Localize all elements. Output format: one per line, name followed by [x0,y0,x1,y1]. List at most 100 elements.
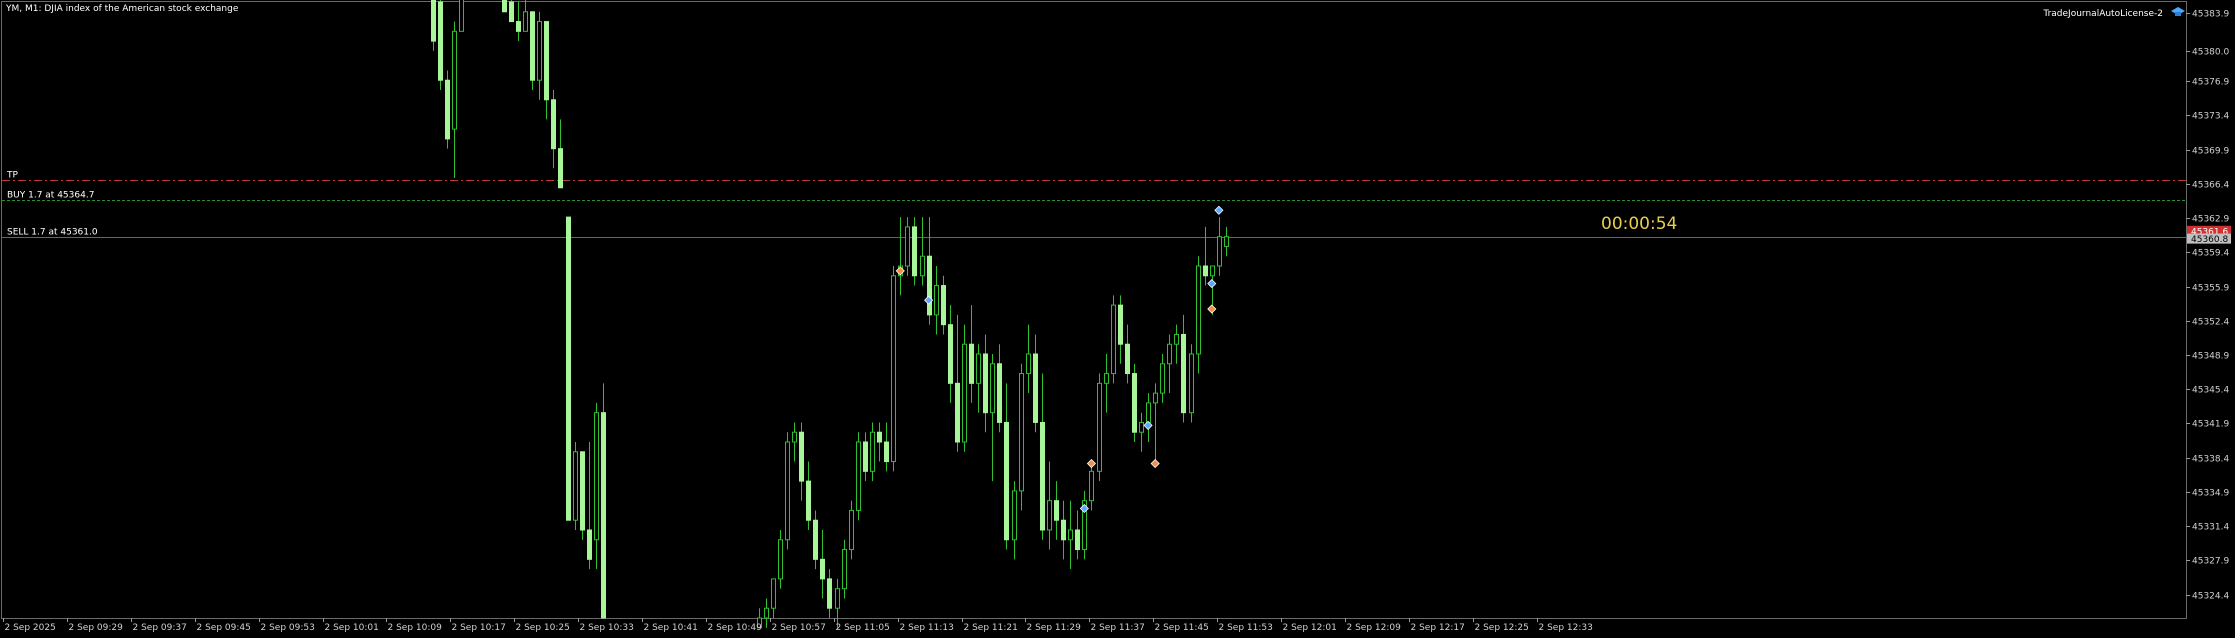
candle [827,569,832,618]
candle-body [806,480,811,521]
candle [870,422,875,482]
candle-body [955,382,960,443]
candle [842,539,847,599]
x-tick-label: 2 Sep 2025 [5,623,56,633]
candle [792,422,797,462]
candle [438,0,443,90]
candle [1132,363,1137,442]
level-label-0: TP [6,171,18,181]
candle [905,217,910,276]
candle [431,0,436,51]
x-tick-label: 2 Sep 10:33 [580,623,634,633]
candle-body [594,412,599,541]
x-tick-label: 2 Sep 10:17 [452,623,506,633]
candle-body [601,412,606,619]
candle [1217,217,1222,276]
x-tick-label: 2 Sep 09:29 [69,623,124,633]
candle [955,314,960,452]
trade-marker [1214,205,1224,215]
candle [1203,226,1208,286]
candle [1189,344,1194,423]
candle-body [1040,421,1045,531]
candle-body [452,30,457,130]
candle [806,461,811,530]
price-tag-bg [2187,233,2231,244]
candle-body [1125,343,1130,375]
graduation-cap-icon [2171,7,2185,16]
candle-body [778,539,783,580]
candle [580,451,585,540]
y-tick-label: 45373.4 [2192,112,2229,122]
candle [573,442,578,530]
candle-body [927,255,932,316]
candle [509,0,514,23]
time-axis[interactable]: 2 Sep 2025 2 Sep 09:29 2 Sep 09:37 2 Sep 09… [3,618,1593,633]
candle-body [1097,382,1102,472]
candle [1089,461,1094,511]
candle [997,344,1002,433]
x-tick-label: 2 Sep 12:09 [1347,623,1402,633]
x-tick-label: 2 Sep 12:25 [1475,623,1529,633]
x-tick-label: 2 Sep 12:17 [1411,623,1465,633]
trade-marker [1150,458,1160,469]
candle-body [990,363,995,414]
candle-body [1054,500,1059,521]
x-tick-label: 2 Sep 11:29 [1027,623,1082,633]
candle-body [792,431,797,443]
trade-marker [1086,458,1097,469]
candle-body [785,441,790,541]
candle [962,324,967,452]
candle [941,275,946,335]
candle [1033,334,1038,433]
candle-body [1075,529,1080,551]
candle-body [863,441,868,472]
trade-levels: TP BUY 1.7 at 45364.7 SELL 1.7 at 45361.0 [2,171,2186,238]
price-axis[interactable]: 45383.9 45380.0 45376.9 45373.4 45369.9 45366… [2186,10,2229,602]
y-tick-label: 45324.4 [2192,592,2229,602]
candle-body [997,363,1002,423]
candle [1026,324,1031,394]
candle [1181,314,1186,423]
chart-title: YM, M1: DJIA index of the American stock… [5,4,239,14]
candle-body [580,451,585,531]
y-tick-label: 45327.9 [2192,557,2229,567]
y-tick-label: 45359.4 [2192,249,2229,259]
trade-marker [895,266,905,276]
candle-body [891,275,896,463]
candle-body [1146,402,1151,423]
y-tick-label: 45341.9 [2192,420,2229,430]
candle-body [459,0,464,32]
candle-body [912,226,917,277]
candle-body [431,0,436,42]
x-tick-label: 2 Sep 09:53 [261,623,315,633]
candle-body [544,21,549,101]
candle [983,334,988,433]
candle-body [502,0,507,13]
candle [566,216,571,521]
candle [452,21,457,178]
candle [927,217,932,325]
candle-body [1203,265,1208,277]
candle-body [445,79,450,140]
y-tick-label: 45348.9 [2192,352,2229,362]
x-tick-label: 2 Sep 10:57 [772,623,826,633]
candle-body [537,21,542,81]
candle [516,2,521,42]
candle [1160,354,1165,403]
candle [1054,481,1059,540]
x-tick-label: 2 Sep 09:45 [197,623,251,633]
candle-body [516,21,521,32]
candle [820,530,825,599]
candle [990,354,995,482]
x-tick-label: 2 Sep 11:45 [1155,623,1209,633]
price-tag-label: 45361.6 [2191,227,2228,237]
y-tick-label: 45331.4 [2192,523,2229,533]
candle-body [1153,392,1158,404]
candle-body [771,578,776,609]
candle [1139,412,1144,452]
candle-body [509,1,514,23]
candle-body [1104,373,1109,384]
candle [757,608,762,629]
candle [523,0,528,32]
